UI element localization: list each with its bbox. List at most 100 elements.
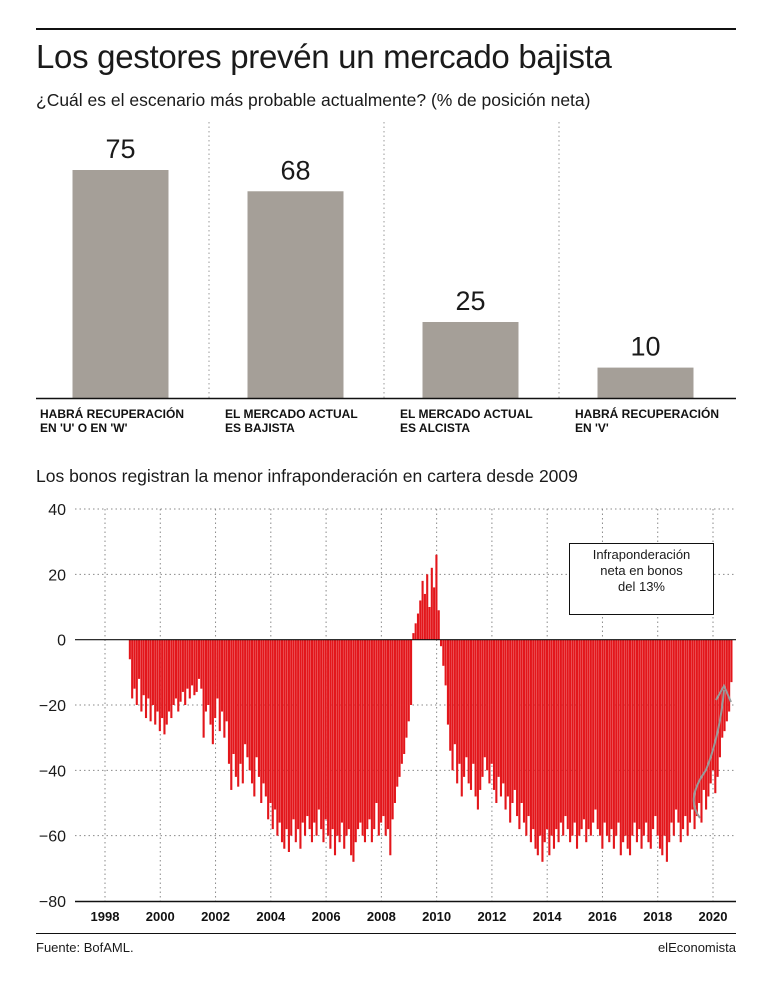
series-bar	[158, 639, 161, 732]
category-label-3-1: EN 'V'	[575, 421, 609, 435]
category-label-0-0: HABRÁ RECUPERACIÓN	[40, 406, 184, 421]
series-bar	[596, 639, 599, 830]
y-tick-label-2: 0	[57, 633, 66, 650]
series-bar	[463, 639, 466, 777]
series-bar	[559, 639, 562, 823]
series-bar	[707, 639, 710, 797]
series-bar	[329, 639, 332, 849]
category-label-0-1: EN 'U' O EN 'W'	[40, 421, 128, 435]
y-tick-label-5: −60	[39, 829, 66, 846]
series-bar	[407, 639, 410, 722]
series-bar	[675, 639, 678, 810]
series-bar	[718, 639, 721, 758]
series-bar	[168, 639, 171, 712]
series-bar	[250, 639, 254, 784]
series-bar	[151, 639, 154, 705]
series-bar	[246, 639, 249, 758]
series-bar	[412, 633, 415, 640]
series-bar	[260, 639, 263, 803]
series-bar	[207, 639, 210, 705]
series-bar	[317, 639, 320, 810]
series-bar	[138, 639, 141, 679]
series-bar	[237, 639, 240, 787]
series-bar	[423, 593, 426, 640]
series-bar	[575, 639, 579, 849]
series-bar	[177, 639, 180, 712]
x-tick-label-11: 2020	[699, 909, 728, 924]
series-bar	[481, 639, 484, 777]
x-tick-label-9: 2016	[588, 909, 617, 924]
series-bar	[262, 639, 265, 784]
series-bar	[601, 639, 604, 849]
series-bar	[624, 639, 627, 836]
bar-value-label-1: 68	[280, 155, 310, 185]
series-bar	[416, 613, 420, 640]
series-bar	[336, 639, 339, 836]
series-bar	[460, 639, 463, 797]
series-bar	[656, 639, 659, 836]
series-bar	[665, 639, 668, 862]
series-bar	[232, 639, 235, 754]
series-bar	[366, 639, 369, 830]
series-bar	[700, 639, 703, 823]
series-bar	[587, 639, 590, 830]
series-bar	[384, 639, 387, 836]
series-bar	[297, 639, 300, 830]
series-bar	[338, 639, 341, 843]
series-bar	[393, 639, 396, 803]
series-bar	[652, 639, 655, 830]
series-bar	[433, 587, 436, 640]
series-bar	[677, 639, 680, 823]
category-label-3-0: HABRÁ RECUPERACIÓN	[575, 406, 719, 421]
series-bar	[437, 610, 440, 640]
series-bar	[569, 639, 572, 843]
series-bar	[615, 639, 618, 836]
series-bar	[610, 639, 613, 830]
series-bar	[730, 639, 733, 683]
series-bar	[668, 639, 671, 843]
series-bar	[154, 639, 157, 725]
series-bar	[467, 639, 470, 784]
series-bar	[513, 639, 516, 790]
series-bar	[511, 639, 514, 803]
series-bar	[290, 639, 293, 836]
series-bar	[562, 639, 565, 836]
bar-0	[72, 170, 169, 398]
series-bar	[566, 639, 569, 830]
y-tick-label-0: 40	[48, 502, 66, 519]
series-bar	[658, 639, 662, 849]
series-bar	[495, 639, 498, 803]
series-bar	[184, 639, 187, 705]
series-bar	[654, 639, 657, 817]
series-bar	[391, 639, 394, 820]
series-bar	[315, 639, 318, 836]
series-bar	[642, 639, 645, 836]
series-bar	[426, 574, 429, 640]
series-bar	[193, 639, 196, 696]
series-bar	[663, 639, 666, 836]
series-bar	[488, 639, 491, 784]
series-bar	[421, 580, 424, 640]
series-bar	[619, 639, 622, 856]
series-bar	[214, 639, 217, 719]
series-bar	[539, 639, 542, 836]
series-bar	[661, 639, 664, 856]
x-tick-label-5: 2008	[367, 909, 396, 924]
series-bar	[557, 639, 560, 843]
series-bar	[638, 639, 641, 830]
series-bar	[633, 639, 636, 823]
series-bar	[532, 639, 535, 830]
series-bar	[442, 639, 445, 666]
series-bar	[469, 639, 473, 790]
series-bar	[128, 639, 131, 660]
series-bar	[410, 639, 413, 705]
bar-value-label-2: 25	[455, 286, 485, 316]
series-bar	[264, 639, 267, 797]
series-bar	[283, 639, 286, 849]
series-bar	[605, 639, 609, 836]
series-bar	[147, 639, 150, 699]
series-bar	[529, 639, 532, 843]
page-title: Los gestores prevén un mercado bajista	[36, 38, 612, 75]
series-bar	[419, 600, 422, 640]
